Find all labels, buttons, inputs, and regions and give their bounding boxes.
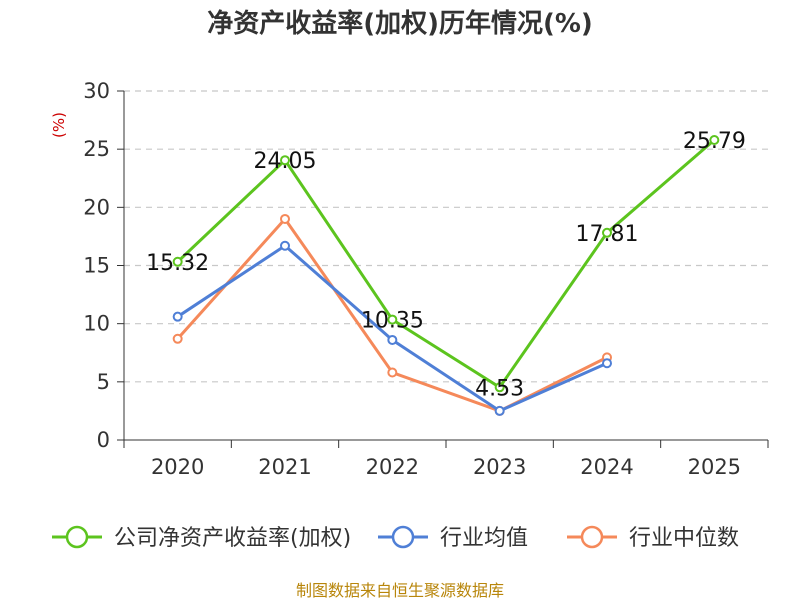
data-source-note: 制图数据来自恒生聚源数据库: [296, 581, 504, 600]
legend-label: 行业中位数: [629, 526, 739, 551]
chart-title: 净资产收益率(加权)历年情况(%): [207, 8, 593, 39]
legend-swatch-marker: [65, 525, 89, 549]
gridlines: [124, 90, 768, 383]
data-point: [280, 155, 290, 166]
data-label: 10.35: [361, 309, 424, 334]
legend-item: 行业中位数: [567, 525, 739, 551]
data-point: [494, 382, 505, 393]
y-tick-label: 20: [83, 195, 110, 219]
data-labels: 15.32 24.05 10.35 4.53 17.81 25.79: [146, 129, 746, 401]
data-label: 15.32: [146, 251, 209, 276]
x-tick-label: 2024: [580, 455, 633, 479]
data-label: 17.81: [576, 222, 639, 247]
legend-swatch-marker: [391, 525, 415, 549]
y-tick-label: 30: [83, 79, 110, 103]
x-tick-label: 2021: [258, 455, 311, 479]
y-tick-label: 25: [83, 137, 110, 161]
data-point: [387, 314, 398, 325]
data-point: [280, 213, 290, 224]
data-point: [602, 358, 612, 369]
series-lines: [172, 134, 720, 416]
data-point: [280, 240, 290, 251]
y-tick-label: 15: [83, 254, 110, 278]
y-tick-label: 5: [97, 370, 110, 394]
data-point: [387, 367, 398, 378]
x-tick-label: 2025: [688, 455, 741, 479]
data-point: [709, 134, 720, 145]
legend-item: 公司净资产收益率(加权): [52, 525, 351, 551]
data-point: [172, 256, 183, 267]
x-tick-label: 2020: [151, 455, 204, 479]
data-point: [172, 311, 183, 322]
legend-label: 行业均值: [440, 526, 528, 551]
legend-label: 公司净资产收益率(加权): [114, 526, 351, 551]
y-axis-unit-label: (%): [50, 112, 68, 138]
x-tick-label: 2022: [366, 455, 419, 479]
legend: 公司净资产收益率(加权) 行业均值 行业中位数: [52, 525, 739, 551]
legend-item: 行业均值: [378, 525, 528, 551]
data-point: [602, 227, 612, 238]
series-line: [176, 138, 716, 389]
legend-swatch-marker: [580, 525, 604, 549]
data-label: 25.79: [683, 129, 746, 154]
data-point: [387, 334, 398, 345]
data-label: 24.05: [254, 149, 317, 174]
y-tick-label: 10: [83, 312, 110, 336]
data-point: [494, 405, 505, 416]
x-tick-label: 2023: [473, 455, 526, 479]
y-tick-label: 0: [97, 428, 110, 452]
data-label: 4.53: [475, 376, 524, 401]
data-point: [172, 333, 183, 344]
